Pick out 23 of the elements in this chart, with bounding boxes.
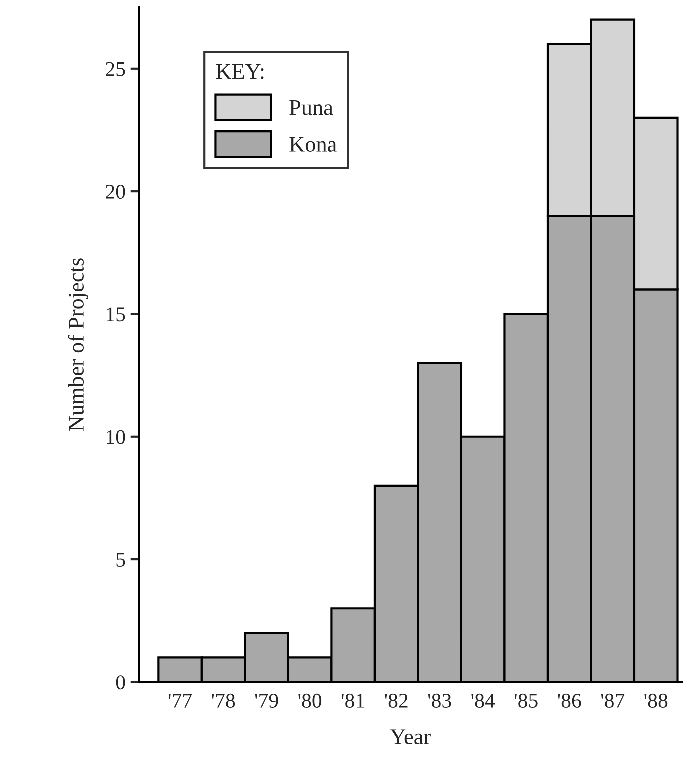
x-tick-label: '87 (601, 694, 625, 708)
x-axis-title: Year (390, 730, 431, 745)
y-axis-title: Number of Projects (68, 258, 89, 432)
x-tick-label: '82 (385, 694, 408, 708)
x-tick-label: '78 (212, 694, 236, 708)
y-tick-label: 20 (106, 184, 126, 199)
x-tick-label: '81 (342, 694, 364, 708)
x-tick-label: '83 (428, 694, 452, 708)
x-tick-label: '85 (514, 694, 538, 708)
y-tick-label: 25 (106, 62, 126, 76)
y-tick-label: 10 (107, 430, 126, 444)
x-tick-label: '80 (298, 694, 322, 708)
x-tick-label: '77 (168, 694, 192, 708)
legend-label: Puna (290, 100, 334, 116)
x-tick-label: '84 (472, 694, 496, 708)
legend-title: KEY: (216, 64, 264, 80)
y-tick-label: 15 (107, 308, 126, 322)
x-tick-label: '88 (644, 694, 668, 708)
x-tick-label: '86 (558, 694, 582, 708)
x-tick-label: '79 (255, 694, 278, 708)
y-tick-label: 5 (116, 553, 126, 567)
y-tick-label: 0 (116, 676, 126, 690)
legend-label: Kona (290, 137, 337, 152)
